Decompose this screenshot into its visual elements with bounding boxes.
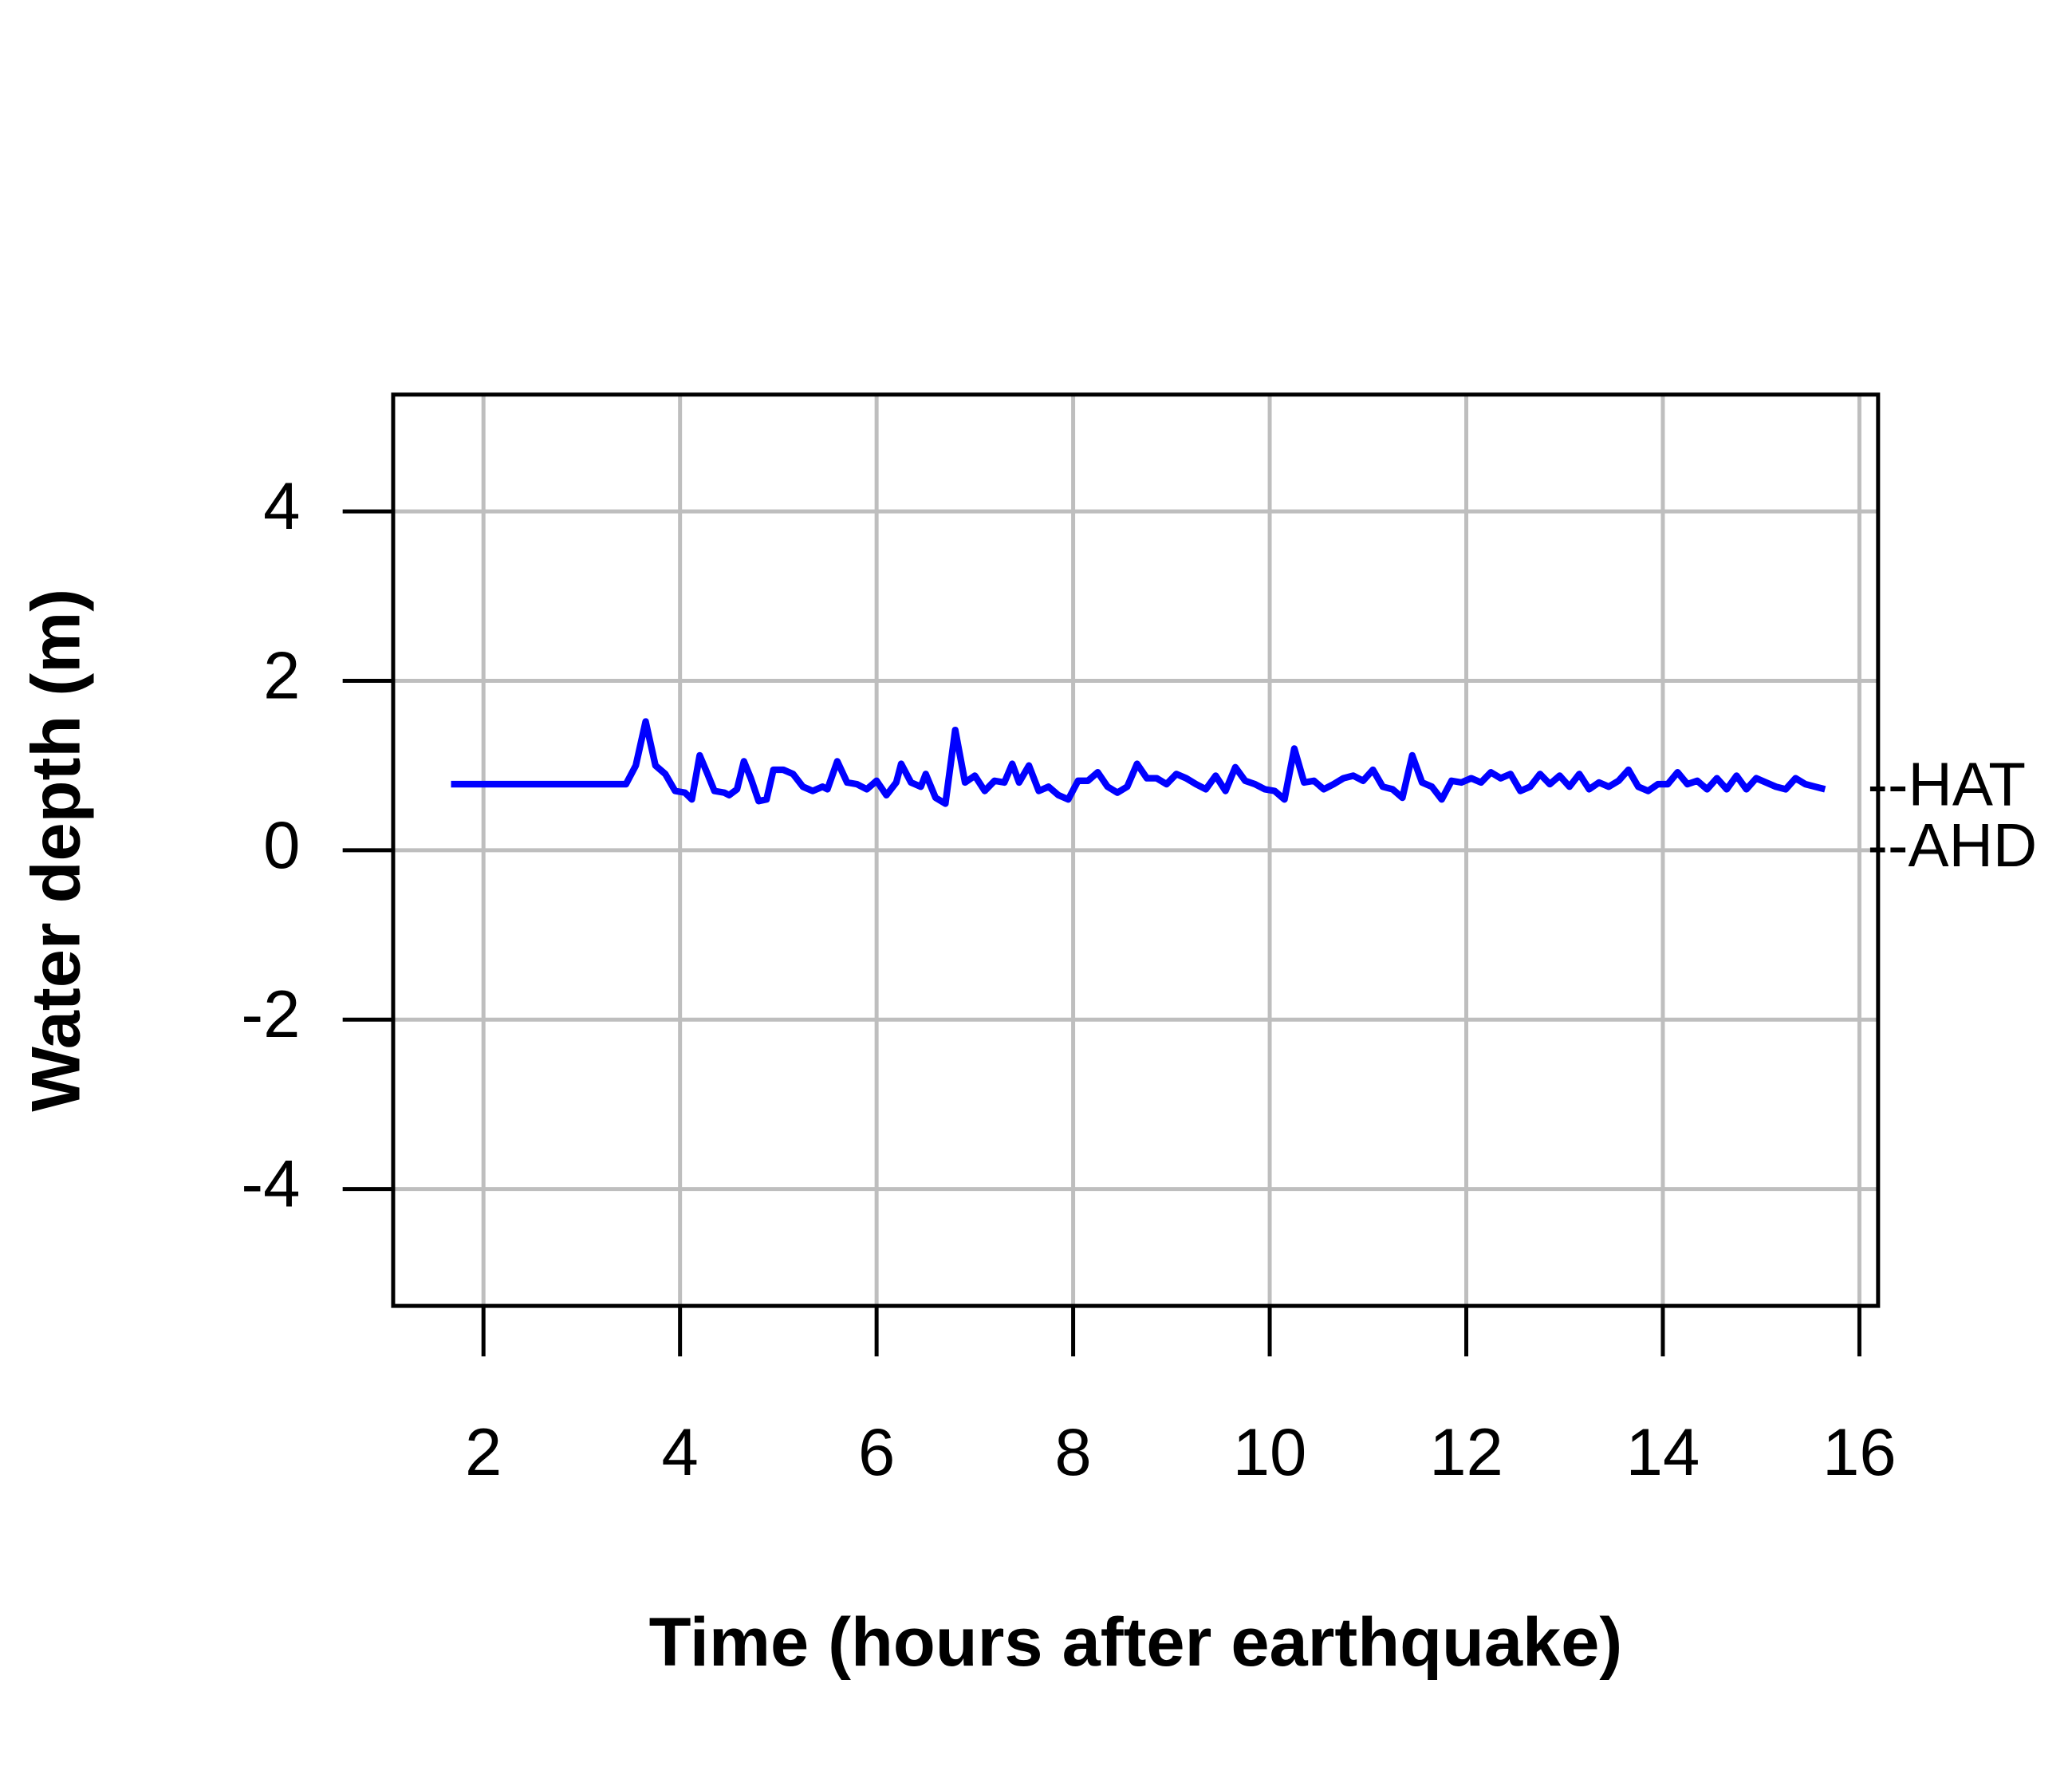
- y-axis-title: Water depth (m): [18, 589, 94, 1112]
- x-axis-title: Time (hours after earthquake): [649, 1604, 1623, 1681]
- y-tick-label: -2: [241, 977, 300, 1051]
- y-tick-label: -4: [241, 1147, 300, 1221]
- x-tick-label: 4: [662, 1415, 699, 1489]
- x-tick-label: 8: [1054, 1415, 1091, 1489]
- x-tick-label: 2: [465, 1415, 502, 1489]
- x-tick-label: 12: [1429, 1415, 1503, 1489]
- x-tick-label: 16: [1822, 1415, 1897, 1489]
- data-line: [451, 718, 1826, 807]
- x-tick-label: 14: [1626, 1415, 1700, 1489]
- y-tick-label: 2: [263, 639, 300, 713]
- plot-frame: [391, 392, 1881, 1308]
- annotation: --AHD: [1868, 812, 2038, 880]
- y-tick-label: 0: [263, 808, 300, 882]
- y-tick-label: 4: [263, 469, 300, 543]
- x-tick-label: 6: [858, 1415, 895, 1489]
- annotation: --HAT: [1868, 751, 2027, 819]
- x-tick-label: 10: [1233, 1415, 1307, 1489]
